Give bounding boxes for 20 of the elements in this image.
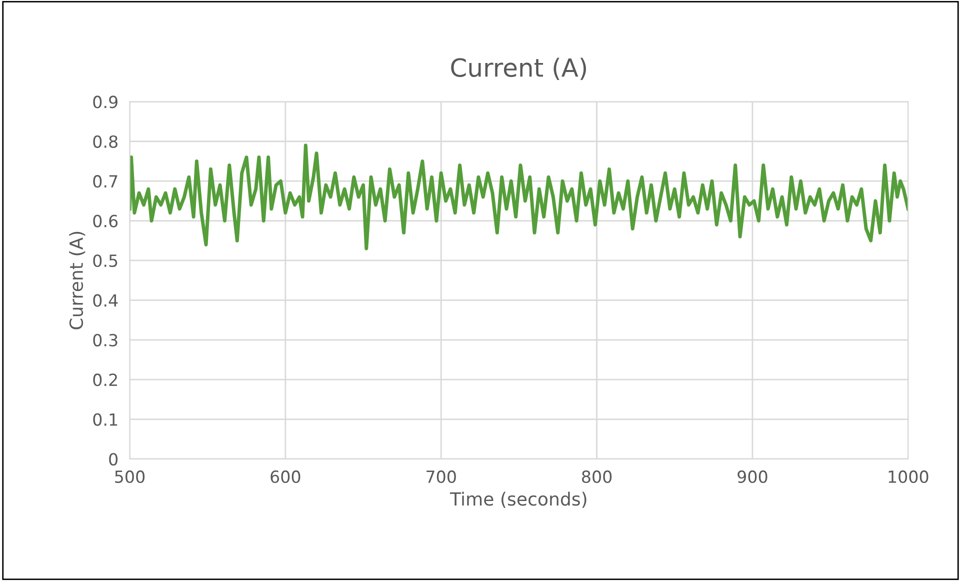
x-tick-label: 800 [582,470,612,483]
y-axis-title: Current (A) [69,232,86,330]
y-tick-label: 0.4 [93,294,118,307]
x-tick-label: 1000 [888,470,928,483]
y-tick-label: 0.3 [93,334,118,346]
y-tick-label: 0.9 [93,96,118,108]
x-tick-label: 700 [426,470,456,483]
x-axis-title: Time (seconds) [450,492,586,508]
x-tick-label: 500 [115,470,145,483]
line-series [130,144,908,250]
x-tick-label: 600 [270,470,300,483]
y-tick-label: 0 [109,452,118,466]
y-tick-label: 0.5 [93,254,118,268]
y-tick-label: 0.7 [93,175,118,188]
x-tick-label: 900 [738,470,768,483]
y-tick-label: 0.8 [93,135,118,148]
y-tick-label: 0.6 [93,214,118,228]
y-tick-label: 0.1 [93,413,118,426]
y-tick-label: 0.2 [93,374,117,386]
chart-title: Current (A) [451,58,586,80]
